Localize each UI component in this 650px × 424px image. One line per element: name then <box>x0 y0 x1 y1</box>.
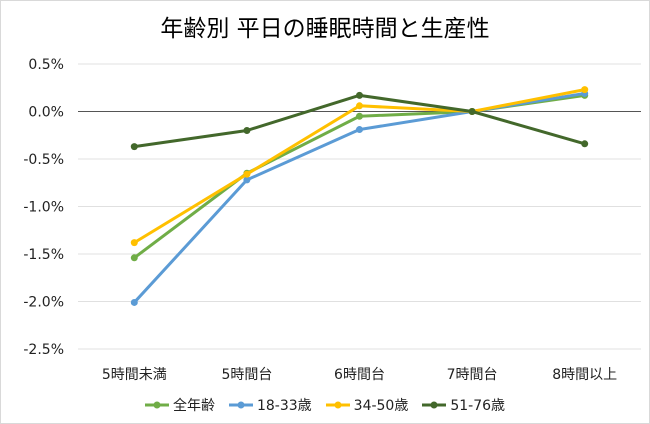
y-tick-label: 0.5% <box>28 57 64 73</box>
legend-label: 51-76歳 <box>450 398 506 414</box>
x-tick-label: 8時間以上 <box>552 367 617 383</box>
y-tick-label: -1.0% <box>23 200 64 216</box>
legend-item: 18-33歳 <box>228 395 312 415</box>
data-point <box>130 298 138 306</box>
data-point <box>468 108 476 115</box>
legend-label: 全年齢 <box>172 398 215 414</box>
y-tick-label: -2.0% <box>23 295 64 311</box>
y-tick-label: -0.5% <box>23 152 64 168</box>
legend-marker-icon <box>325 401 350 409</box>
legend-item: 51-76歳 <box>422 395 505 415</box>
y-tick-label: -2.5% <box>23 342 64 358</box>
data-point <box>243 170 251 178</box>
y-tick-label: 0.0% <box>28 105 64 121</box>
chart-title: 年齢別 平日の睡眠時間と生産性 <box>160 16 490 42</box>
data-point <box>356 112 363 120</box>
legend-marker-icon <box>422 401 447 409</box>
y-tick-label: -1.5% <box>23 247 64 263</box>
data-point <box>581 140 589 148</box>
legend: 全年齢 18-33歳 34-50歳 51-76歳 <box>1 395 649 415</box>
x-tick-label: 6時間台 <box>334 367 385 383</box>
data-point <box>356 91 363 99</box>
data-point <box>130 143 138 151</box>
legend-marker-icon <box>228 401 253 409</box>
data-point <box>130 239 138 247</box>
legend-label: 34-50歳 <box>353 398 409 414</box>
legend-label: 18-33歳 <box>256 398 312 414</box>
legend-item: 34-50歳 <box>325 395 409 415</box>
x-tick-label: 7時間台 <box>447 367 498 383</box>
data-point <box>243 127 251 134</box>
legend-item: 全年齢 <box>144 395 215 415</box>
x-tick-label: 5時間未満 <box>102 367 167 383</box>
data-point <box>356 126 363 134</box>
data-point <box>243 176 251 184</box>
data-point <box>130 254 138 262</box>
data-point <box>581 86 589 94</box>
data-point <box>356 102 363 110</box>
series-line-34-50歳 <box>133 88 585 244</box>
legend-marker-icon <box>144 401 169 409</box>
x-tick-label: 5時間台 <box>221 367 272 383</box>
